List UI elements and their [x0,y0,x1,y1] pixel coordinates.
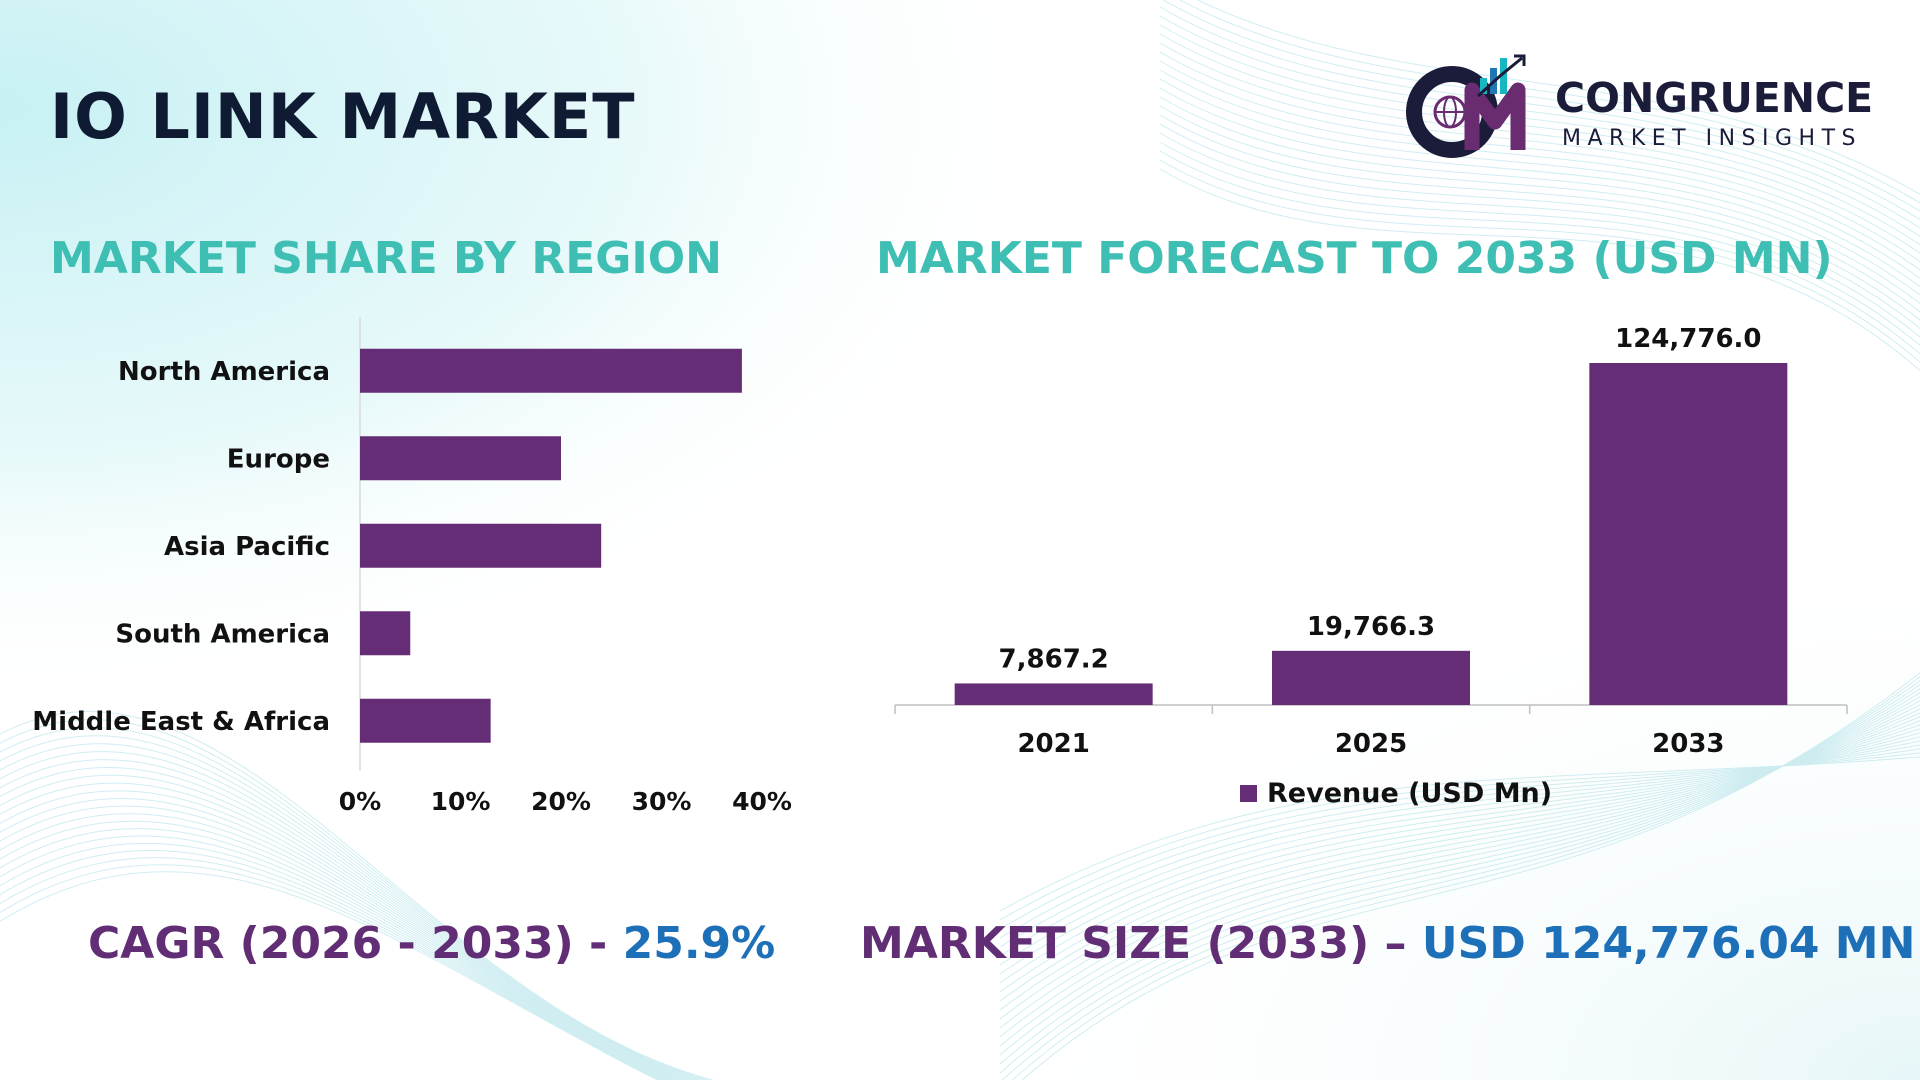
cagr-stat: CAGR (2026 - 2033) - 25.9% [88,918,775,969]
wave-line [1159,60,1920,271]
cagr-label: CAGR (2026 - 2033) - [88,918,623,969]
region-x-tick: 20% [531,787,591,816]
wave-line [0,735,702,1080]
forecast-bar [1272,650,1470,705]
forecast-data-label: 7,867.2 [999,644,1109,674]
legend-swatch [1240,785,1257,802]
wave-line [999,756,1920,912]
wave-line [0,743,699,1080]
wave-line [1159,51,1920,263]
region-label: Europe [227,444,330,474]
region-share-chart: North America Europe Asia Pacific South Ame… [32,317,792,816]
wave-line [0,842,667,1080]
region-bar [360,348,742,393]
wave-line [1159,132,1920,338]
wave-line [1159,123,1920,330]
page-title: IO LINK MARKET [50,80,636,153]
wave-line [1159,114,1920,322]
region-x-tick: 40% [732,787,792,816]
wave-line [1178,0,1920,204]
logo-mark-icon [1406,54,1526,158]
wave-line [1159,168,1920,372]
wave-line [1159,105,1920,313]
region-bar [360,698,491,743]
region-bar [360,436,561,481]
forecast-legend: Revenue (USD Mn) [1240,778,1552,809]
wave-line [0,774,687,1080]
region-x-tick: 30% [632,787,692,816]
wave-line [0,850,665,1080]
region-label: Asia Pacific [164,532,330,562]
forecast-data-label: 19,766.3 [1307,612,1435,642]
forecast-bar [954,683,1153,705]
market-size-value: USD 124,776.04 MN [1421,918,1916,969]
wave-line [1159,6,1920,221]
region-label: North America [118,357,330,387]
wave-line [1196,0,1920,196]
forecast-x-tick: 2033 [1652,729,1724,759]
wave-line [0,767,690,1080]
wave-line [1159,150,1920,355]
wave-line [0,727,706,1080]
region-label: South America [115,619,330,649]
wave-line [1159,78,1920,288]
region-x-tick: 0% [339,787,381,816]
forecast-bar [1589,363,1788,705]
wave-line [1159,141,1920,347]
wave-line [1159,96,1920,305]
wave-line [0,782,685,1080]
wave-line [1159,42,1920,254]
wave-line [1159,24,1920,238]
wave-line [0,797,680,1080]
wave-line [0,805,677,1080]
region-chart-title: MARKET SHARE BY REGION [50,233,722,284]
brand-logo: CONGRUENCE MARKET INSIGHTS [1400,50,1874,160]
legend-label: Revenue (USD Mn) [1267,778,1553,809]
region-x-tick: 10% [431,787,491,816]
wave-line [0,711,716,1080]
wave-line [0,871,659,1080]
wave-line [0,751,696,1080]
wave-line [0,820,673,1080]
wave-line [0,790,682,1080]
forecast-x-tick: 2025 [1335,729,1407,759]
wave-line [0,759,693,1080]
region-label: Middle East & Africa [32,707,330,737]
wave-line [1159,87,1920,296]
forecast-chart-title: MARKET FORECAST TO 2033 (USD MN) [876,233,1833,284]
wave-line [1159,33,1920,246]
wave-line [0,828,670,1080]
wave-line [1159,159,1920,364]
brand-tagline: MARKET INSIGHTS [1562,126,1862,151]
wave-line [1159,15,1920,229]
market-size-label: MARKET SIZE (2033) – [860,918,1422,969]
cagr-value: 25.9% [622,918,776,969]
wave-line [0,719,711,1080]
wave-line [0,864,661,1080]
forecast-data-label: 124,776.0 [1615,324,1761,354]
market-size-stat: MARKET SIZE (2033) – USD 124,776.04 MN [860,918,1915,969]
market-forecast-chart: 7,867.2 2021 19,766.3 2025 124,776.0 2033 [894,324,1848,759]
wave-line [0,835,669,1080]
forecast-x-tick: 2021 [1017,729,1089,759]
region-bar [360,523,602,568]
wave-line [1159,69,1920,280]
brand-name: CONGRUENCE [1555,74,1874,122]
wave-line [0,813,675,1080]
wave-line [0,857,663,1080]
region-bar [360,611,411,656]
wave-line [1162,0,1920,213]
